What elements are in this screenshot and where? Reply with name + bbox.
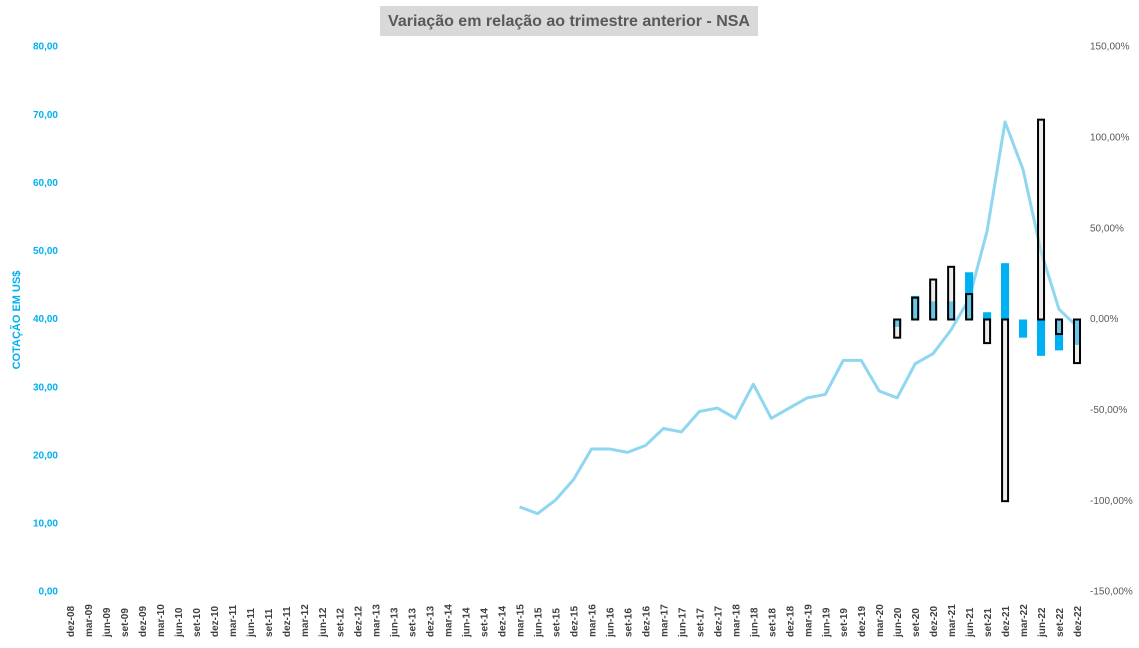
outline-bar — [893, 318, 902, 339]
x-tick-label: set-14 — [480, 608, 491, 637]
x-tick-label: mar-20 — [875, 604, 886, 637]
x-tick-label: dez-08 — [66, 605, 77, 637]
x-tick-label: jun-15 — [534, 607, 545, 638]
x-tick-label: set-13 — [408, 608, 419, 637]
x-tick-label: dez-15 — [570, 605, 581, 637]
x-tick-label: jun-09 — [102, 607, 113, 638]
x-tick-label: mar-16 — [587, 604, 598, 637]
x-tick-label: dez-13 — [426, 605, 437, 637]
x-tick-label: mar-13 — [372, 604, 383, 637]
price-line — [519, 120, 1079, 516]
x-tick-label: dez-14 — [498, 605, 509, 637]
x-tick-label: set-18 — [767, 608, 778, 637]
x-tick-label: jun-18 — [749, 607, 760, 638]
x-tick-label: jun-17 — [677, 607, 688, 638]
x-tick-label: set-22 — [1055, 608, 1066, 637]
x-tick-label: jun-13 — [390, 607, 401, 638]
x-tick-label: mar-09 — [84, 604, 95, 637]
outline-bar — [947, 265, 956, 321]
outline-bar — [929, 278, 938, 321]
x-tick-label: set-15 — [552, 608, 563, 637]
outline-bar — [1001, 318, 1010, 503]
outline-bar — [1073, 318, 1081, 365]
x-tick-label: mar-18 — [731, 604, 742, 637]
y-tick-label: 30,00 — [33, 382, 58, 393]
bar — [1036, 319, 1046, 356]
x-tick-label: dez-22 — [1073, 605, 1084, 637]
x-tick-label: mar-15 — [516, 604, 527, 637]
x-tick-label: dez-09 — [138, 605, 149, 637]
x-tick-label: dez-11 — [282, 606, 293, 637]
x-tick-label: set-19 — [839, 608, 850, 637]
x-tick-label: set-11 — [264, 608, 275, 637]
x-tick-label: dez-18 — [785, 605, 796, 637]
x-tick-label: set-12 — [336, 608, 347, 637]
outline-bar — [965, 293, 974, 321]
x-tick-label: mar-11 — [228, 604, 239, 637]
x-tick-label: mar-10 — [156, 604, 167, 637]
y2-tick-label: 50,00% — [1090, 223, 1124, 234]
y-tick-label: 60,00 — [33, 178, 58, 189]
y2-tick-label: 0,00% — [1090, 314, 1118, 325]
y2-tick-label: -50,00% — [1090, 405, 1127, 416]
y2-tick-label: 100,00% — [1090, 132, 1130, 143]
x-tick-label: jun-22 — [1037, 607, 1048, 638]
y-tick-label: 10,00 — [33, 519, 58, 530]
x-tick-label: jun-10 — [174, 607, 185, 638]
y-tick-label: 40,00 — [33, 314, 58, 325]
x-tick-label: mar-19 — [803, 604, 814, 637]
outline-bar — [1055, 318, 1064, 336]
y-tick-label: 0,00 — [39, 587, 59, 598]
outline-bar — [983, 318, 992, 345]
x-tick-label: dez-20 — [929, 605, 940, 637]
outline-bar — [1037, 118, 1046, 321]
x-tick-label: dez-21 — [1001, 605, 1012, 637]
x-tick-label: jun-19 — [821, 607, 832, 638]
x-tick-label: mar-17 — [659, 604, 670, 637]
x-tick-label: jun-12 — [318, 607, 329, 638]
x-tick-label: dez-19 — [857, 605, 868, 637]
x-tick-label: set-09 — [120, 608, 131, 637]
x-tick-label: dez-17 — [713, 605, 724, 637]
bar — [1019, 319, 1028, 338]
x-tick-label: dez-10 — [210, 605, 221, 637]
x-tick-label: mar-22 — [1019, 604, 1030, 637]
x-tick-label: dez-12 — [354, 605, 365, 637]
title-background — [380, 6, 758, 36]
x-tick-label: jun-20 — [893, 607, 904, 638]
x-tick-label: jun-16 — [605, 607, 616, 638]
x-tick-label: jun-21 — [965, 607, 976, 638]
x-tick-label: set-17 — [695, 608, 706, 637]
y-tick-label: 80,00 — [33, 42, 58, 53]
y-tick-label: 20,00 — [33, 450, 58, 461]
chart-title: Variação em relação ao trimestre anterio… — [388, 13, 750, 30]
y2-tick-label: -100,00% — [1090, 496, 1133, 507]
bar — [983, 312, 992, 320]
y2-tick-label: -150,00% — [1090, 587, 1133, 598]
y-tick-label: 70,00 — [33, 110, 58, 121]
y-tick-label: 50,00 — [33, 246, 58, 257]
x-tick-label: mar-14 — [444, 604, 455, 637]
x-tick-label: set-10 — [192, 608, 203, 637]
x-tick-label: dez-16 — [641, 605, 652, 637]
x-tick-label: set-20 — [911, 608, 922, 637]
bar — [1001, 263, 1010, 320]
x-tick-label: mar-12 — [300, 604, 311, 637]
outline-bar — [911, 296, 920, 321]
y-axis-label: COTAÇÃO EM US$ — [10, 271, 23, 370]
x-tick-label: mar-21 — [947, 604, 958, 637]
y2-tick-label: 150,00% — [1090, 42, 1130, 53]
x-tick-label: set-16 — [623, 608, 634, 637]
x-tick-label: jun-11 — [246, 608, 257, 638]
x-tick-label: jun-14 — [462, 607, 473, 638]
x-tick-label: set-21 — [983, 608, 994, 637]
